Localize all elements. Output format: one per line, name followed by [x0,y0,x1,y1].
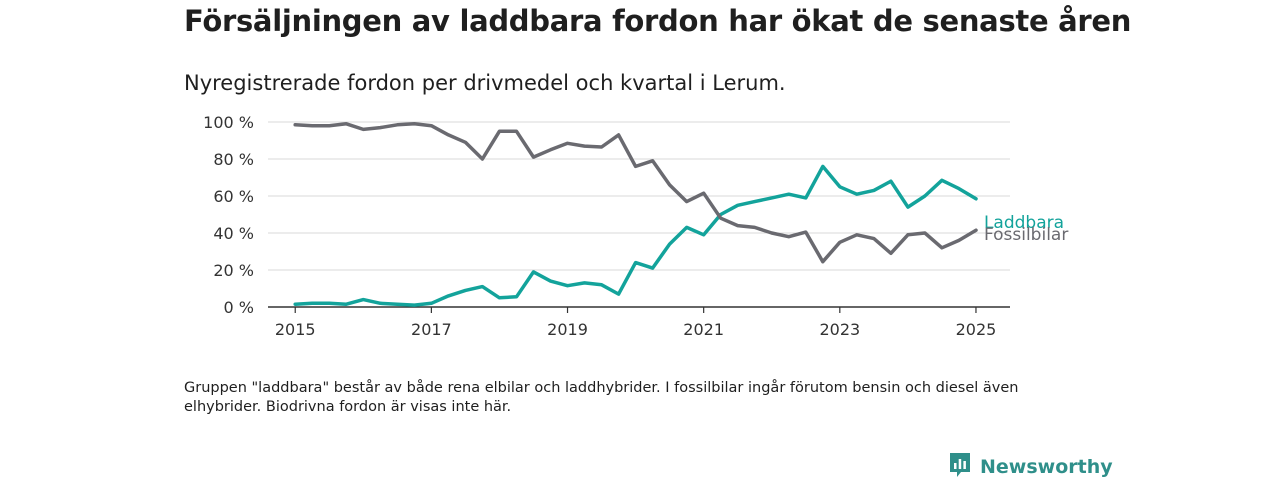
y-tick-label: 80 % [213,150,254,169]
y-tick-label: 40 % [213,224,254,243]
x-tick-label: 2023 [819,320,860,339]
x-tick-label: 2019 [547,320,588,339]
y-axis: 0 % 20 % 40 % 60 % 80 % 100 % [203,113,254,317]
newsworthy-logo-icon [948,451,972,483]
x-tick-label: 2015 [275,320,316,339]
y-tick-label: 20 % [213,261,254,280]
x-tick-label: 2025 [956,320,997,339]
series-line-laddbara [293,164,978,307]
x-tick-label: 2017 [411,320,452,339]
brand-logo[interactable]: Newsworthy [948,451,1113,483]
brand-name: Newsworthy [980,456,1113,478]
y-tick-label: 100 % [203,113,254,132]
chart-title: Försäljningen av laddbara fordon har öka… [184,4,1132,38]
chart-subtitle: Nyregistrerade fordon per drivmedel och … [184,71,786,95]
gridlines [268,121,1010,271]
y-tick-label: 0 % [224,298,254,317]
x-axis: 2015 2017 2019 2021 2023 2025 [268,306,1010,339]
series-label-fossilbilar: Fossilbilar [984,225,1068,245]
series-lines [293,122,978,307]
x-tick-label: 2021 [683,320,724,339]
series-line-fossilbilar [293,122,978,264]
footnote: Gruppen "laddbara" består av både rena e… [184,380,1019,415]
series-label-laddbara: Laddbara [984,213,1064,233]
y-tick-label: 60 % [213,187,254,206]
